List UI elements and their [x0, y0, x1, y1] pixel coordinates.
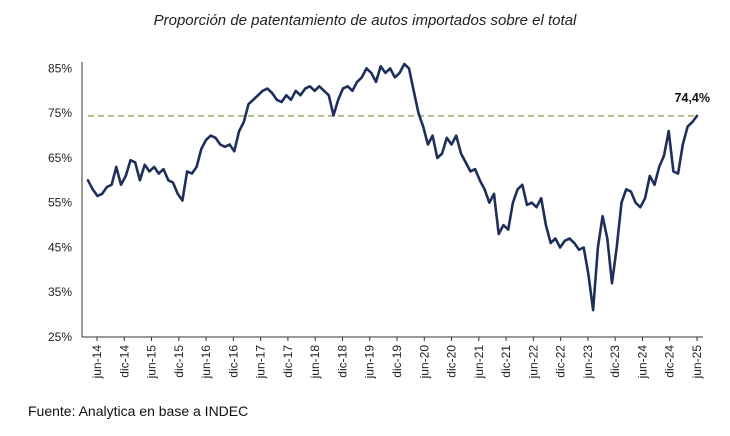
- x-tick-label: dic-24: [663, 345, 677, 378]
- x-tick-label: jun-16: [199, 345, 213, 380]
- x-tick-label: jun-23: [581, 345, 595, 380]
- x-tick-label: jun-18: [308, 345, 322, 380]
- x-tick-label: dic-21: [499, 345, 513, 378]
- y-axis-ticks: 25% 35% 45% 55% 65% 75% 85%: [48, 61, 72, 344]
- x-tick-label: dic-16: [226, 345, 240, 378]
- x-tick-label: dic-22: [554, 345, 568, 378]
- y-tick-label: 85%: [48, 61, 72, 75]
- x-tick-label: dic-19: [390, 345, 404, 378]
- series-group: [86, 62, 699, 312]
- x-tick-label: jun-24: [635, 345, 649, 380]
- y-tick-label: 25%: [48, 330, 72, 344]
- x-tick-label: dic-20: [445, 345, 459, 378]
- x-tick-label: jun-14: [90, 345, 104, 380]
- x-tick-label: dic-23: [608, 345, 622, 378]
- y-tick-label: 75%: [48, 106, 72, 120]
- x-tick-label: jun-15: [145, 345, 159, 380]
- x-tick-label: jun-17: [254, 345, 268, 380]
- x-tick-label: dic-14: [117, 345, 131, 378]
- x-tick-label: jun-21: [472, 345, 486, 380]
- x-tick-label: dic-17: [281, 345, 295, 378]
- y-tick-label: 55%: [48, 196, 72, 210]
- x-tick-label: jun-22: [526, 345, 540, 380]
- chart-title: Proporción de patentamiento de autos imp…: [153, 12, 577, 29]
- chart-axes: [81, 62, 703, 338]
- x-tick-label: dic-15: [172, 345, 186, 378]
- series-line: [86, 62, 699, 312]
- x-tick-label: jun-20: [417, 345, 431, 380]
- x-tick-label: jun-25: [690, 345, 704, 380]
- y-tick-label: 65%: [48, 151, 72, 165]
- x-tick-label: dic-18: [335, 345, 349, 378]
- data-labels: 74,4%: [675, 91, 710, 105]
- last-value-label: 74,4%: [675, 91, 710, 105]
- source-note: Fuente: Analytica en base a INDEC: [28, 403, 249, 419]
- x-tick-label: jun-19: [363, 345, 377, 380]
- y-tick-label: 45%: [48, 240, 72, 254]
- y-tick-label: 35%: [48, 285, 72, 299]
- x-axis-ticks: jun-14 dic-14 jun-15 dic-15 jun-16 dic-16 jun-…: [90, 337, 704, 379]
